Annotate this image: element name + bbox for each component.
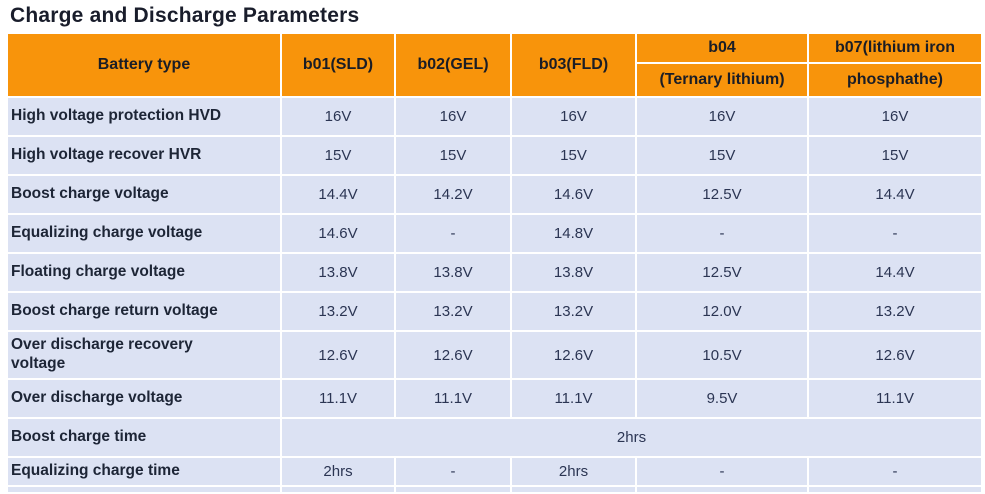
value-cell: 12.6V [512, 332, 635, 378]
value-cell: 15V [396, 137, 510, 174]
value-cell: 14.8V [512, 215, 635, 252]
value-cell: 14.4V [809, 254, 981, 291]
value-cell: 14.6V [512, 176, 635, 213]
partial-cell [8, 487, 280, 492]
row-label: Boost charge return voltage [8, 293, 280, 330]
value-cell: - [809, 458, 981, 485]
partial-cell [282, 487, 394, 492]
table-body: High voltage protection HVD 16V 16V 16V … [8, 98, 981, 492]
row-label: Over discharge voltage [8, 380, 280, 417]
row-label: Boost charge time [8, 419, 280, 456]
value-cell: 14.6V [282, 215, 394, 252]
value-cell: 16V [637, 98, 807, 135]
value-cell: 12.5V [637, 254, 807, 291]
value-cell: 13.8V [282, 254, 394, 291]
table-row: Boost charge voltage 14.4V 14.2V 14.6V 1… [8, 176, 981, 213]
table-row: Boost charge time 2hrs [8, 419, 981, 456]
table-row: High voltage protection HVD 16V 16V 16V … [8, 98, 981, 135]
value-cell: - [637, 215, 807, 252]
partial-cell [809, 487, 981, 492]
value-cell: 14.2V [396, 176, 510, 213]
header-cell-b07-line2: phosphathe) [809, 64, 981, 96]
row-label: Equalizing charge voltage [8, 215, 280, 252]
value-cell: 15V [809, 137, 981, 174]
value-cell: 16V [282, 98, 394, 135]
row-label: Floating charge voltage [8, 254, 280, 291]
value-cell: 13.2V [512, 293, 635, 330]
value-cell: - [809, 215, 981, 252]
value-cell: 16V [809, 98, 981, 135]
table-row: Over discharge voltage 11.1V 11.1V 11.1V… [8, 380, 981, 417]
value-cell: 16V [396, 98, 510, 135]
value-cell: 12.0V [637, 293, 807, 330]
value-cell: 14.4V [282, 176, 394, 213]
value-cell: - [637, 458, 807, 485]
value-cell: 11.1V [809, 380, 981, 417]
partial-cell [396, 487, 510, 492]
value-cell-span: 2hrs [282, 419, 981, 456]
header-cell-b01: b01(SLD) [282, 34, 394, 96]
value-cell: 13.2V [282, 293, 394, 330]
value-cell: 11.1V [512, 380, 635, 417]
header-row-1: Battery type b01(SLD) b02(GEL) b03(FLD) … [8, 34, 981, 96]
value-cell: 16V [512, 98, 635, 135]
value-cell: 10.5V [637, 332, 807, 378]
value-cell: 2hrs [512, 458, 635, 485]
row-label: Boost charge voltage [8, 176, 280, 213]
table-row: Boost charge return voltage 13.2V 13.2V … [8, 293, 981, 330]
partial-next-row [8, 487, 981, 492]
header-cell-battery-type: Battery type [8, 34, 280, 96]
table-header: Battery type b01(SLD) b02(GEL) b03(FLD) … [8, 34, 981, 96]
table-row: Equalizing charge voltage 14.6V - 14.8V … [8, 215, 981, 252]
table-row: Floating charge voltage 13.8V 13.8V 13.8… [8, 254, 981, 291]
header-cell-b03: b03(FLD) [512, 34, 635, 96]
value-cell: 2hrs [282, 458, 394, 485]
table-row: High voltage recover HVR 15V 15V 15V 15V… [8, 137, 981, 174]
header-row-2: (Ternary lithium) phosphathe) [8, 64, 981, 96]
header-cell-b04-line2: (Ternary lithium) [637, 64, 807, 96]
value-cell: 12.5V [637, 176, 807, 213]
value-cell: 12.6V [809, 332, 981, 378]
value-cell: 14.4V [809, 176, 981, 213]
value-cell: 11.1V [396, 380, 510, 417]
value-cell: 9.5V [637, 380, 807, 417]
row-label: Equalizing charge time [8, 458, 280, 485]
page-title: Charge and Discharge Parameters [10, 4, 360, 27]
header-cell-b04-line1: b04 [637, 34, 807, 62]
value-cell: 15V [512, 137, 635, 174]
parameters-table: Battery type b01(SLD) b02(GEL) b03(FLD) … [6, 32, 983, 494]
table-row: Over discharge recovery voltage 12.6V 12… [8, 332, 981, 378]
row-label: High voltage protection HVD [8, 98, 280, 135]
value-cell: 13.2V [396, 293, 510, 330]
value-cell: - [396, 458, 510, 485]
table-row: Equalizing charge time 2hrs - 2hrs - - [8, 458, 981, 485]
row-label: Over discharge recovery voltage [8, 332, 280, 378]
value-cell: 13.8V [396, 254, 510, 291]
value-cell: 15V [282, 137, 394, 174]
value-cell: 13.2V [809, 293, 981, 330]
header-cell-b02: b02(GEL) [396, 34, 510, 96]
header-cell-b07-line1: b07(lithium iron [809, 34, 981, 62]
value-cell: - [396, 215, 510, 252]
partial-cell [637, 487, 807, 492]
partial-cell [512, 487, 635, 492]
value-cell: 15V [637, 137, 807, 174]
value-cell: 13.8V [512, 254, 635, 291]
value-cell: 11.1V [282, 380, 394, 417]
value-cell: 12.6V [282, 332, 394, 378]
row-label: High voltage recover HVR [8, 137, 280, 174]
value-cell: 12.6V [396, 332, 510, 378]
